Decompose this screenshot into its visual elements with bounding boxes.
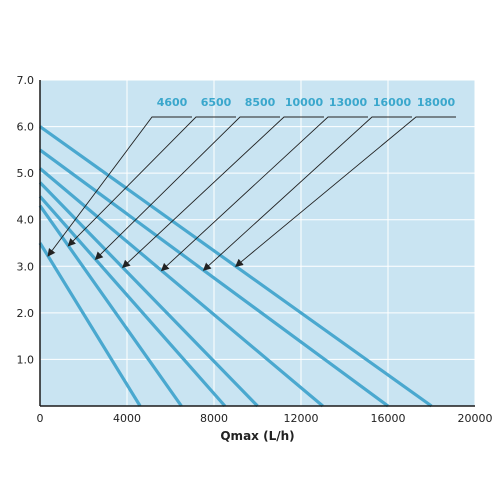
series-line-8500 bbox=[38, 195, 227, 408]
series-line-16000 bbox=[39, 148, 389, 408]
x-tick-label: 8000 bbox=[200, 412, 228, 425]
series-leader-4600 bbox=[47, 116, 192, 257]
series-leader-10000 bbox=[121, 116, 324, 269]
axes bbox=[39, 80, 475, 407]
plot-area bbox=[40, 80, 475, 406]
x-tick-label: 0 bbox=[37, 412, 44, 425]
series-leader-6500 bbox=[67, 116, 236, 247]
y-tick-label: 5.0 bbox=[17, 167, 35, 180]
series-line-6500 bbox=[38, 204, 183, 407]
x-tick-label: 12000 bbox=[284, 412, 319, 425]
x-axis-title: Qmax (L/h) bbox=[220, 429, 294, 443]
y-tick-label: 1.0 bbox=[17, 353, 35, 366]
x-tick-label: 20000 bbox=[458, 412, 493, 425]
series-leader-16000 bbox=[202, 116, 412, 271]
series-label-18000: 18000 bbox=[417, 96, 456, 109]
y-tick-label: 7.0 bbox=[17, 74, 35, 87]
tick-labels: 0 4000 8000 12000 16000 20000 1.0 2.0 3.0 4.0 5.0 6… bbox=[17, 74, 493, 425]
y-tick-label: 2.0 bbox=[17, 307, 35, 320]
grid bbox=[40, 79, 476, 406]
y-tick-label: 4.0 bbox=[17, 214, 35, 227]
series-line-4600 bbox=[38, 242, 142, 407]
x-tick-label: 4000 bbox=[113, 412, 141, 425]
series-label-8500: 8500 bbox=[245, 96, 276, 109]
series-leader-8500 bbox=[94, 116, 280, 261]
series-leader-18000 bbox=[235, 116, 456, 267]
y-tick-label: 3.0 bbox=[17, 260, 35, 273]
x-tick-label: 16000 bbox=[371, 412, 406, 425]
series-line-13000 bbox=[38, 167, 324, 408]
y-tick-label: 6.0 bbox=[17, 121, 35, 134]
series-label-10000: 10000 bbox=[285, 96, 324, 109]
series-label-4600: 4600 bbox=[157, 96, 188, 109]
series-label-16000: 16000 bbox=[373, 96, 412, 109]
series-line-10000 bbox=[38, 181, 259, 408]
series-label-13000: 13000 bbox=[329, 96, 368, 109]
series-leader-13000 bbox=[160, 116, 368, 272]
series-labels: 4600 6500 8500 10000 13000 16000 18000 bbox=[157, 96, 456, 109]
series-leaders bbox=[47, 116, 456, 272]
series-label-6500: 6500 bbox=[201, 96, 232, 109]
